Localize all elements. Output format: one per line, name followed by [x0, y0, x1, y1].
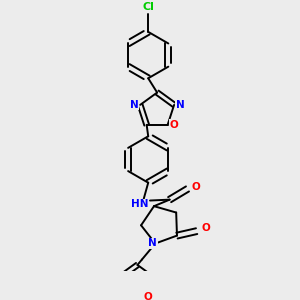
Text: O: O — [169, 120, 178, 130]
Text: N: N — [176, 100, 185, 110]
Text: O: O — [201, 224, 210, 233]
Text: O: O — [191, 182, 200, 192]
Text: N: N — [130, 100, 138, 110]
Text: Cl: Cl — [142, 2, 154, 12]
Text: N: N — [148, 238, 157, 248]
Text: O: O — [144, 292, 152, 300]
Text: HN: HN — [130, 199, 148, 209]
